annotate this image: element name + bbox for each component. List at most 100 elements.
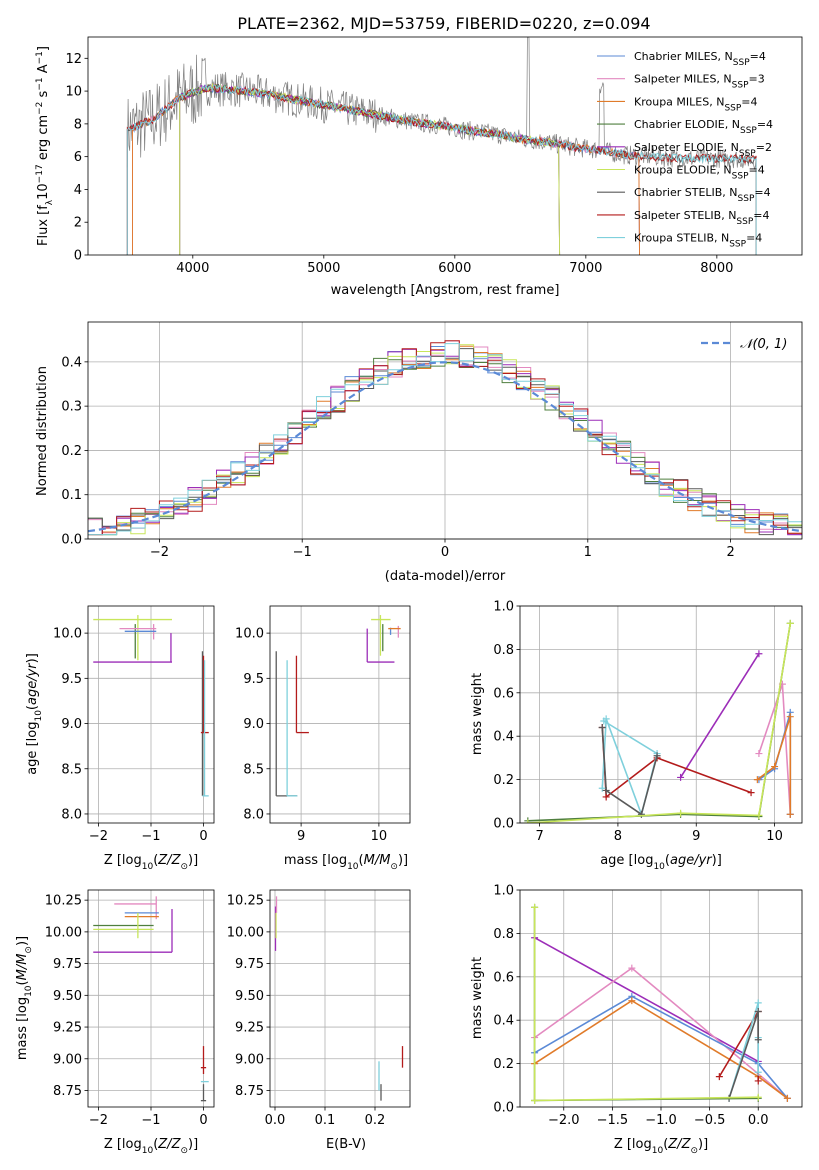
axes-frame [87,321,803,540]
y-tick-label: 0.3 [61,400,82,415]
series-point [754,1093,762,1101]
x-tick-label: −2 [89,1113,108,1128]
plot-area [88,340,802,536]
x-tick-label: −2.0 [548,1113,580,1128]
histogram-step-line [88,340,802,536]
y-tick-label: 10 [65,85,82,100]
y-tick-label: 2 [74,216,82,231]
model-line [126,83,757,255]
plot-area [275,615,401,797]
y-tick-label: 0.4 [493,1014,514,1029]
series-point [531,1096,539,1104]
y-tick-label: 0.4 [61,355,82,370]
chart-mass-Z: −2 −1 0 8.75 9.00 9.25 9.50 9.75 10.00 10.25 Z [lo… [15,889,215,1156]
axes-frame [519,889,803,1108]
x-tick-label: −1 [141,829,160,844]
series-line [601,718,659,817]
model-line [132,84,640,255]
x-tick-label: 0 [199,829,207,844]
y-tick-label: 6 [74,150,82,165]
x-tick-label: 7000 [569,261,602,276]
x-tick-label: 0 [441,545,449,560]
gridlines [88,606,214,823]
series-point [598,784,606,792]
series-point [531,903,539,911]
y-tick-label: 1.0 [493,884,514,899]
axes: 4000 5000 6000 7000 8000 0 2 4 6 8 10 12 [65,52,733,276]
y-tick-label: 9.0 [243,717,264,732]
series-line [679,653,760,778]
x-axis-label: Z [log10(Z/Z⊙)] [614,1137,708,1156]
series-point [754,1036,762,1044]
y-tick-label: 10.25 [227,894,264,909]
model-line [132,83,640,255]
y-tick-label: 8.5 [243,762,264,777]
model-line [132,82,640,255]
x-tick-label: −2 [150,545,169,560]
series-point [754,1077,762,1085]
legend-label: 𝒩(0, 1) [740,337,787,352]
chart-age-Z: −2 −1 0 8.0 8.5 9.0 9.5 10.0 Z [log10(Z/Z⊙)] age … [25,605,215,872]
y-tick-label: 10.00 [227,925,264,940]
axes-frame [269,889,411,1108]
y-tick-label: 0.2 [493,773,514,788]
x-axis-label: Z [log10(Z/Z⊙)] [104,853,198,872]
chart-mass-EBV: 0.0 0.1 0.2 8.75 9.00 9.25 9.50 9.75 10.00 10.25 E… [227,889,411,1152]
plot-area [93,615,209,797]
x-axis-label: E(B-V) [326,1137,366,1152]
axes: −2 −1 0 8.0 8.5 9.0 9.5 10.0 [53,627,208,844]
x-tick-label: −1.0 [645,1113,677,1128]
y-tick-label: 9.75 [235,957,264,972]
plot-area [274,896,404,1101]
x-axis-label: mass [log10(M/M⊙)] [284,853,408,872]
y-tick-label: 9.25 [235,1021,264,1036]
y-axis-label: Normed distribution [35,366,50,496]
legend-label: Salpeter ELODIE, NSSP=2 [634,141,772,159]
series-line [534,936,759,1063]
series-line [601,727,658,816]
x-tick-label: 10 [371,829,388,844]
gridlines [270,890,410,1107]
series-point [677,809,685,817]
gridlines [88,890,214,1107]
chart-age-mass: 9 10 8.0 8.5 9.0 9.5 10.0 mass [log10(M/M⊙)] [235,605,411,872]
series-point [754,999,762,1007]
chart-residuals: −2 −1 0 1 2 0.0 0.1 0.2 0.3 0.4 (data-model)/error… [35,321,803,584]
x-tick-label: 0.0 [265,1113,286,1128]
x-tick-label: 0 [199,1113,207,1128]
series-line [527,623,792,823]
legend-label: Kroupa STELIB, NSSP=4 [634,232,762,250]
y-axis-label: mass [log10(M/M⊙)] [15,936,34,1060]
legend-label: Salpeter MILES, NSSP=3 [634,73,765,91]
series-point [755,750,763,758]
series-point [602,786,610,794]
axes: −2.0 −1.5 −1.0 −0.5 0.0 0.0 0.2 0.4 0.6 0.8 1.0 [493,884,768,1129]
normal-curve [88,361,802,533]
legend-label: Kroupa MILES, NSSP=4 [634,95,758,113]
y-tick-label: 0.6 [493,686,514,701]
axes-frame [269,605,411,824]
y-tick-label: 9.50 [53,989,82,1004]
axes: 7 8 9 10 0.0 0.2 0.4 0.6 0.8 1.0 [493,600,783,845]
series-point [653,752,661,760]
x-tick-label: 9 [297,829,305,844]
chart-spectrum: 4000 5000 6000 7000 8000 0 2 4 6 8 10 12 wavelength … [35,36,803,298]
series-point [755,811,763,819]
x-tick-label: 8000 [700,261,733,276]
series-point [628,997,636,1005]
gridlines [520,605,802,824]
y-tick-label: 9.5 [61,672,82,687]
y-tick-label: 8.75 [53,1084,82,1099]
series-point [602,793,610,801]
axes-frame [87,605,215,824]
y-tick-label: 10.00 [45,925,82,940]
y-axis-label: Flux [fλ10−17 erg cm−2 s−1 A−1] [35,46,55,246]
x-tick-label: −1 [141,1113,160,1128]
y-tick-label: 0.1 [61,488,82,503]
series-point [524,819,532,823]
x-axis-label: wavelength [Angstrom, rest frame] [331,283,560,298]
x-tick-label: 0.1 [315,1113,336,1128]
y-tick-label: 0.8 [493,927,514,942]
plot-area [531,903,791,1104]
